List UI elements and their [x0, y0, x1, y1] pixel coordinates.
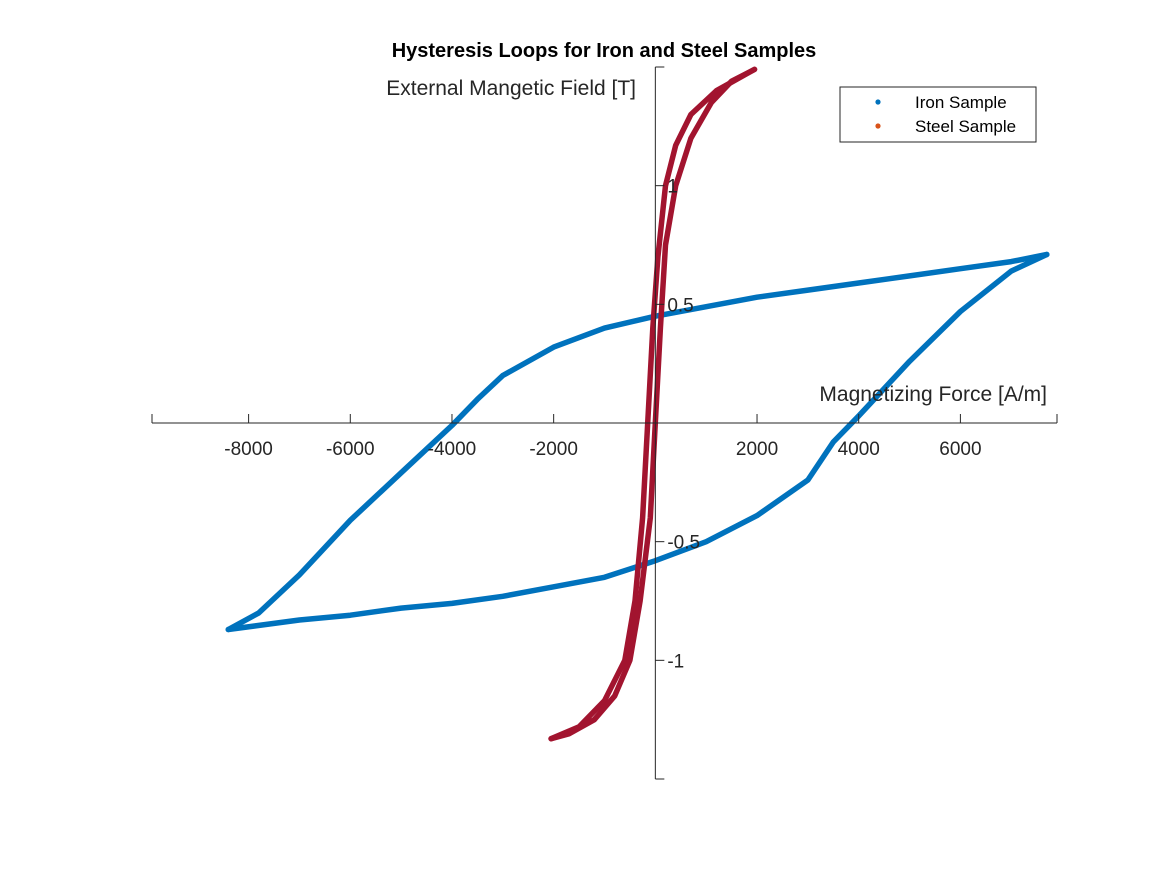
y-tick-label: -0.5	[667, 533, 700, 554]
iron-sample-lower-branch	[225, 251, 1050, 633]
legend-entry-steel: Steel Sample	[915, 117, 1016, 136]
legend: Iron Sample Steel Sample	[839, 86, 1037, 143]
axes-layer: -8000 -6000 -4000 -2000 2000 4000 6000 1 0.5 -0.5…	[151, 66, 1058, 780]
x-tick-label: 6000	[939, 439, 981, 460]
y-tick-label: 0.5	[667, 295, 693, 316]
y-tick-label: 1	[667, 177, 678, 198]
legend-marker-iron	[875, 99, 881, 105]
x-tick-label: -2000	[529, 439, 578, 460]
legend-box	[839, 86, 1037, 143]
legend-entry-iron: Iron Sample	[915, 93, 1007, 112]
steel-sample-lower-branch	[548, 66, 758, 742]
x-tick-label: -4000	[428, 439, 477, 460]
data-layer	[225, 66, 1050, 742]
y-tick-label: -1	[667, 651, 684, 672]
x-tick-label: -6000	[326, 439, 375, 460]
x-tick-label: 2000	[736, 439, 778, 460]
y-axis-label: External Mangetic Field [T]	[386, 77, 636, 100]
x-tick-label: -8000	[224, 439, 273, 460]
x-tick-label: 4000	[838, 439, 880, 460]
legend-marker-steel	[875, 123, 881, 129]
iron-sample-upper-branch	[225, 251, 1050, 633]
x-axis-label: Magnetizing Force [A/m]	[819, 383, 1047, 406]
steel-sample-upper-branch	[548, 66, 758, 742]
chart-title: Hysteresis Loops for Iron and Steel Samp…	[392, 40, 817, 62]
